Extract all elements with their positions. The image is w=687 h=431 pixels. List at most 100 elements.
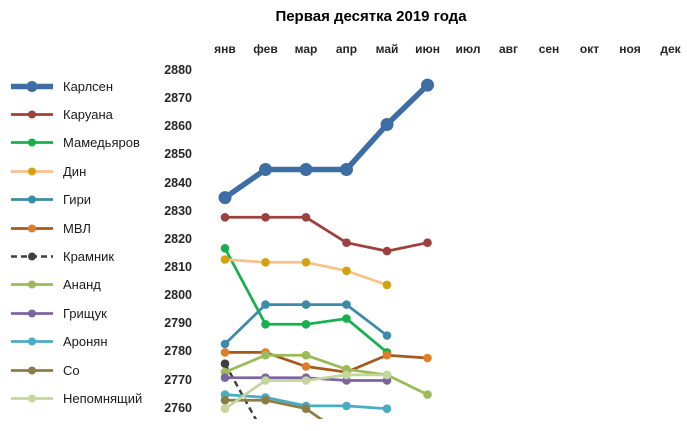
x-tick-label: июн — [415, 42, 440, 56]
data-point-marker — [382, 246, 392, 256]
data-point-marker — [382, 331, 392, 340]
data-point-marker — [301, 300, 311, 309]
x-tick-label: авг — [498, 42, 519, 56]
data-point-marker — [261, 395, 270, 405]
data-point-marker — [382, 280, 392, 290]
x-tick-label: фев — [253, 42, 278, 56]
legend-item: Со — [9, 356, 179, 384]
data-point-marker — [220, 373, 230, 383]
data-point-marker — [342, 266, 351, 276]
data-point-marker — [299, 163, 313, 176]
data-point-marker — [261, 258, 270, 267]
legend-item: Гири — [9, 186, 179, 214]
data-point-marker — [301, 258, 311, 267]
legend-line-swatch — [11, 366, 53, 375]
legend-label: Каруана — [63, 107, 113, 123]
data-point-marker — [220, 404, 230, 414]
legend-label: Крамник — [63, 249, 115, 265]
legend-item: МВЛ — [9, 214, 179, 242]
data-point-marker — [421, 78, 434, 92]
data-point-marker — [220, 244, 230, 253]
data-point-marker — [220, 255, 230, 264]
series-line-Со — [225, 398, 324, 419]
legend-item: Ананд — [9, 271, 179, 299]
legend-label: Со — [63, 362, 80, 378]
legend-line-swatch — [11, 167, 53, 176]
data-point-marker — [261, 320, 270, 329]
data-point-marker — [342, 300, 351, 309]
y-tick-label: 2860 — [164, 119, 192, 134]
y-tick-label: 2840 — [164, 175, 192, 190]
data-point-marker — [342, 401, 351, 411]
data-point-marker — [301, 320, 311, 329]
data-point-marker — [342, 314, 351, 323]
legend-line-swatch — [11, 110, 53, 119]
legend-item: Карлсен — [9, 72, 179, 100]
data-point-marker — [301, 213, 311, 222]
legend-item: Каруана — [9, 100, 179, 128]
x-tick-label: мар — [294, 42, 318, 56]
data-point-marker — [261, 350, 270, 360]
x-tick-label: май — [375, 42, 399, 56]
y-tick-label: 2760 — [164, 400, 192, 415]
data-point-marker — [220, 339, 230, 349]
series-line-Каруана — [225, 215, 428, 253]
data-point-marker — [261, 213, 270, 222]
data-point-marker — [261, 376, 270, 385]
y-tick-label: 2820 — [164, 231, 192, 246]
legend-line-swatch — [11, 138, 53, 147]
data-point-marker — [301, 362, 311, 371]
legend-label: Аронян — [63, 334, 108, 350]
data-point-marker — [301, 376, 311, 385]
legend-line-swatch — [11, 394, 53, 403]
y-tick-label: 2810 — [164, 259, 192, 274]
x-tick-label: апр — [335, 42, 358, 56]
legend-line-swatch — [11, 80, 53, 92]
data-point-marker — [218, 191, 232, 205]
x-tick-label: дек — [660, 42, 681, 56]
y-tick-label: 2850 — [164, 147, 192, 162]
series-line-Карлсен — [223, 83, 430, 200]
x-tick-label: июл — [455, 42, 481, 56]
y-tick-label: 2790 — [164, 316, 192, 331]
legend-item: Крамник — [9, 242, 179, 270]
series-line-МВЛ — [225, 351, 428, 374]
legend-item: Грищук — [9, 299, 179, 327]
data-point-marker — [380, 118, 394, 131]
legend-line-swatch — [11, 224, 53, 233]
data-point-marker — [259, 163, 272, 176]
data-point-marker — [340, 163, 353, 176]
legend-line-swatch — [11, 337, 53, 346]
y-tick-label: 2770 — [164, 372, 192, 387]
legend-label: Карлсен — [63, 78, 114, 94]
data-point-marker — [301, 404, 311, 414]
legend-line-swatch — [11, 195, 53, 204]
data-point-marker — [261, 300, 270, 309]
y-tick-label: 2780 — [164, 344, 192, 359]
data-point-marker — [423, 353, 432, 363]
data-point-marker — [342, 238, 351, 247]
x-tick-label: окт — [579, 42, 600, 56]
x-tick-label: янв — [214, 42, 236, 56]
legend: Карлсен Каруана Мамедьяров Дин Гири МВЛ Крамни… — [9, 72, 179, 413]
legend-label: Гири — [63, 192, 92, 208]
legend-line-swatch — [11, 309, 53, 318]
data-point-marker — [220, 213, 230, 222]
legend-label: Дин — [63, 163, 87, 179]
legend-label: МВЛ — [63, 220, 91, 236]
data-point-marker — [423, 238, 432, 247]
legend-label: Грищук — [63, 305, 107, 321]
data-point-marker — [301, 350, 311, 360]
legend-label: Непомнящий — [63, 390, 143, 406]
y-tick-label: 2870 — [164, 91, 192, 106]
y-tick-label: 2830 — [164, 203, 192, 218]
data-point-marker — [382, 404, 392, 414]
data-point-marker — [220, 359, 230, 369]
y-tick-label: 2800 — [164, 288, 192, 303]
data-point-marker — [382, 370, 392, 380]
chart-title: Первая десятка 2019 года — [275, 8, 467, 25]
legend-item: Аронян — [9, 328, 179, 356]
legend-item: Непомнящий — [9, 384, 179, 412]
